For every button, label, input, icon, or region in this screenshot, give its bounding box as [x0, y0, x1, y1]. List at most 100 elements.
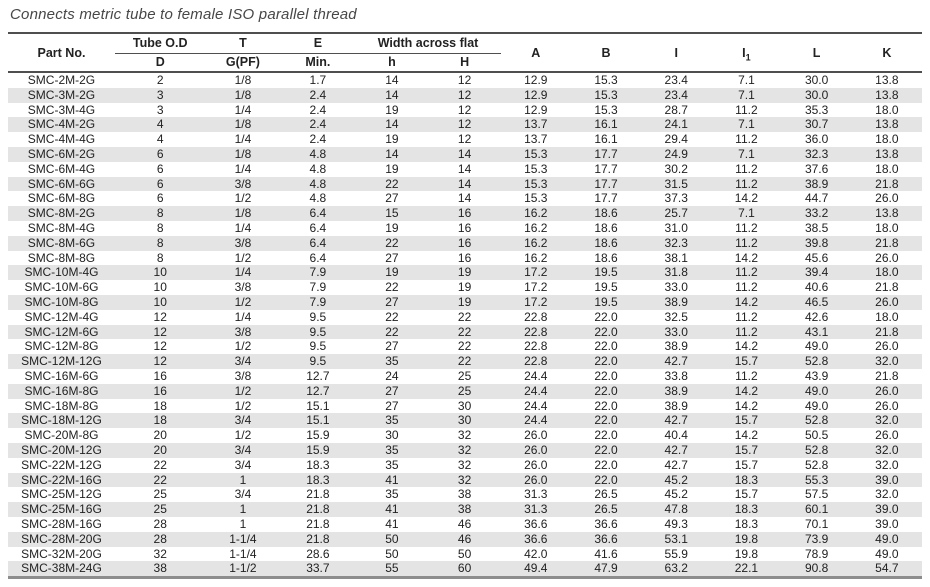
col-header-min: Min. [280, 53, 356, 73]
value-cell: 40.6 [804, 280, 829, 295]
value-cell: 32 [457, 442, 472, 457]
value-cell: 16 [153, 383, 167, 398]
value-cell: 14 [457, 161, 472, 176]
value-cell: 26.0 [875, 383, 899, 398]
value-cell: 46 [457, 531, 472, 546]
value-cell: 1 [239, 516, 247, 531]
value-cell: 33.0 [664, 280, 688, 295]
value-cell: 7.1 [738, 117, 755, 132]
value-cell: 8 [156, 235, 164, 250]
part-no-cell: SMC-2M-2G [27, 73, 96, 87]
value-cell: 20 [153, 442, 167, 457]
value-cell: 2.4 [309, 87, 327, 102]
value-cell: 14.2 [734, 428, 759, 443]
value-cell: 24.1 [664, 117, 688, 132]
value-cell: 19 [385, 161, 399, 176]
value-cell: 35 [385, 457, 399, 472]
value-cell: 14.2 [734, 383, 759, 398]
value-cell: 15.3 [524, 191, 548, 206]
value-cell: 38.9 [664, 383, 688, 398]
value-cell: 26.0 [524, 428, 548, 443]
col-header-h: H [428, 53, 501, 73]
value-cell: 1/8 [234, 206, 252, 221]
part-no-cell: SMC-20M-12G [21, 442, 102, 457]
part-no-cell: SMC-6M-6G [27, 176, 96, 191]
value-cell: 9.5 [309, 354, 327, 369]
value-cell: 30 [457, 398, 472, 413]
value-cell: 6.4 [309, 220, 327, 235]
value-cell: 18.6 [594, 250, 618, 265]
value-cell: 11.2 [735, 265, 758, 280]
value-cell: 15.7 [734, 457, 759, 472]
value-cell: 13.7 [524, 117, 548, 132]
value-cell: 14.2 [734, 339, 759, 354]
part-no-cell: SMC-8M-6G [27, 235, 96, 250]
value-cell: 18.0 [875, 102, 899, 117]
value-cell: 30.0 [804, 73, 829, 87]
value-cell: 16 [153, 368, 167, 383]
value-cell: 38.9 [664, 398, 688, 413]
value-cell: 60 [457, 561, 472, 576]
value-cell: 13.8 [875, 87, 899, 102]
part-no-cell: SMC-4M-4G [27, 132, 96, 147]
value-cell: 1/2 [234, 191, 252, 206]
value-cell: 22 [457, 339, 472, 354]
value-cell: 46 [457, 516, 472, 531]
value-cell: 18.3 [306, 472, 330, 487]
value-cell: 42.6 [804, 309, 829, 324]
value-cell: 27 [385, 398, 399, 413]
value-cell: 12.9 [524, 87, 548, 102]
value-cell: 33.2 [804, 206, 829, 221]
part-no-cell: SMC-16M-6G [24, 368, 99, 383]
value-cell: 25 [457, 368, 472, 383]
value-cell: 33.8 [664, 368, 688, 383]
value-cell: 1-1/2 [229, 561, 257, 576]
value-cell: 32.5 [664, 309, 688, 324]
value-cell: 7.1 [738, 73, 755, 87]
value-cell: 28 [153, 531, 167, 546]
value-cell: 22.0 [594, 413, 618, 428]
value-cell: 21.8 [875, 176, 899, 191]
value-cell: 1/2 [234, 398, 252, 413]
value-cell: 21.8 [875, 368, 899, 383]
value-cell: 49.0 [804, 383, 829, 398]
value-cell: 1.7 [309, 73, 327, 87]
value-cell: 7.1 [738, 146, 755, 161]
value-cell: 25 [153, 487, 167, 502]
part-no-cell: SMC-18M-8G [24, 398, 99, 413]
part-no-cell: SMC-6M-2G [27, 146, 96, 161]
col-header-g-pf: G(PF) [205, 53, 281, 73]
value-cell: 49.0 [804, 339, 829, 354]
value-cell: 16 [457, 250, 472, 265]
col-header-d: D [114, 53, 206, 73]
value-cell: 19 [457, 265, 472, 280]
value-cell: 12 [457, 132, 472, 147]
col-header-k: K [851, 33, 922, 73]
value-cell: 1/2 [234, 383, 252, 398]
value-cell: 90.8 [804, 561, 829, 576]
part-no-cell: SMC-8M-2G [27, 206, 96, 221]
table-row: SMC-18M-12G 18 3/4 15.1 35 30 24.4 22.0 42.7 15.7… [8, 413, 922, 429]
value-cell: 13.7 [524, 132, 548, 147]
value-cell: 12 [153, 309, 167, 324]
value-cell: 18.6 [594, 235, 618, 250]
value-cell: 16.2 [524, 220, 548, 235]
value-cell: 14 [385, 117, 399, 132]
value-cell: 8 [156, 220, 164, 235]
value-cell: 12 [457, 102, 472, 117]
value-cell: 15.7 [734, 354, 759, 369]
table-row: SMC-25M-16G 25 1 21.8 41 38 31.3 26.5 47.8 18.3 60… [8, 502, 922, 517]
table-row: SMC-12M-8G 12 1/2 9.5 27 22 22.8 22.0 38.9 14.2 49… [8, 339, 922, 354]
value-cell: 31.5 [664, 176, 688, 191]
value-cell: 38.9 [804, 176, 829, 191]
value-cell: 19.5 [594, 294, 618, 309]
value-cell: 10 [153, 294, 167, 309]
value-cell: 49.0 [875, 546, 899, 561]
table-row: SMC-10M-4G 10 1/4 7.9 19 19 17.2 19.5 31.8 11.2 39… [8, 265, 922, 281]
value-cell: 36.6 [524, 531, 548, 546]
table-body: SMC-2M-2G 2 1/8 1.7 14 12 12.9 15.3 23.4 7.1 30.0 1… [8, 72, 922, 578]
value-cell: 35 [385, 413, 399, 428]
value-cell: 73.9 [804, 531, 829, 546]
col-header-label: A [531, 45, 541, 60]
value-cell: 11.2 [735, 176, 758, 191]
